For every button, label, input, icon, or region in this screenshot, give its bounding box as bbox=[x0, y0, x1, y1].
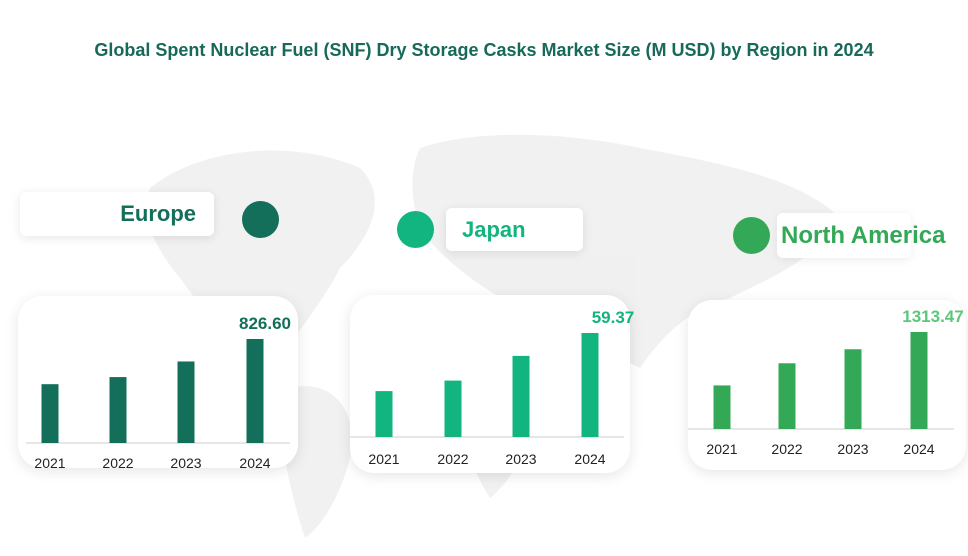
chart-title: Global Spent Nuclear Fuel (SNF) Dry Stor… bbox=[94, 40, 874, 60]
x-tick-label-japan-2022: 2022 bbox=[437, 451, 468, 467]
bar-japan-2022 bbox=[444, 380, 462, 437]
bar-chart-europe: 2021 2022 2023 2024 826.60 bbox=[26, 314, 291, 471]
x-tick-label-north-america-2024: 2024 bbox=[903, 441, 934, 457]
region-label-north-america: North America bbox=[777, 213, 945, 258]
bar-north-america-2021 bbox=[713, 385, 731, 429]
bar-japan-2021 bbox=[375, 391, 393, 437]
bar-japan-2024 bbox=[581, 333, 599, 437]
x-tick-label-north-america-2022: 2022 bbox=[771, 441, 802, 457]
chart-card-north-america: 2021 2022 2023 2024 1313.47 bbox=[688, 300, 966, 470]
chart-card-europe: 2021 2022 2023 2024 826.60 bbox=[18, 296, 298, 471]
x-tick-label-japan-2021: 2021 bbox=[368, 451, 399, 467]
bar-north-america-2023 bbox=[844, 349, 862, 429]
region-marker-north-america bbox=[733, 217, 770, 254]
bar-europe-2022 bbox=[109, 377, 127, 443]
bar-north-america-2024 bbox=[910, 332, 928, 429]
region-marker-japan bbox=[397, 211, 434, 248]
x-tick-label-europe-2021: 2021 bbox=[34, 455, 65, 471]
region-name-europe: Europe bbox=[120, 201, 196, 226]
x-tick-label-japan-2024: 2024 bbox=[574, 451, 605, 467]
x-tick-label-europe-2024: 2024 bbox=[239, 455, 270, 471]
x-tick-label-north-america-2021: 2021 bbox=[706, 441, 737, 457]
region-label-europe: Europe bbox=[20, 192, 214, 236]
chart-card-japan: 2021 2022 2023 2024 59.37 bbox=[350, 295, 634, 473]
region-name-japan: Japan bbox=[462, 216, 526, 242]
bar-europe-2021 bbox=[41, 384, 59, 443]
data-label-europe-2024: 826.60 bbox=[239, 314, 291, 333]
bar-chart-north-america: 2021 2022 2023 2024 1313.47 bbox=[688, 307, 964, 457]
x-tick-label-europe-2023: 2023 bbox=[170, 455, 201, 471]
bar-europe-2024 bbox=[246, 339, 264, 443]
data-label-north-america-2024: 1313.47 bbox=[902, 307, 963, 326]
x-tick-label-north-america-2023: 2023 bbox=[837, 441, 868, 457]
region-name-north-america: North America bbox=[781, 221, 946, 249]
x-tick-label-japan-2023: 2023 bbox=[505, 451, 536, 467]
region-label-japan: Japan bbox=[446, 208, 583, 251]
bar-chart-japan: 2021 2022 2023 2024 59.37 bbox=[350, 308, 634, 467]
x-tick-label-europe-2022: 2022 bbox=[102, 455, 133, 471]
bar-europe-2023 bbox=[177, 361, 195, 443]
region-marker-europe bbox=[242, 201, 279, 238]
bar-north-america-2022 bbox=[778, 363, 796, 429]
data-label-japan-2024: 59.37 bbox=[592, 308, 635, 327]
bar-japan-2023 bbox=[512, 355, 530, 437]
